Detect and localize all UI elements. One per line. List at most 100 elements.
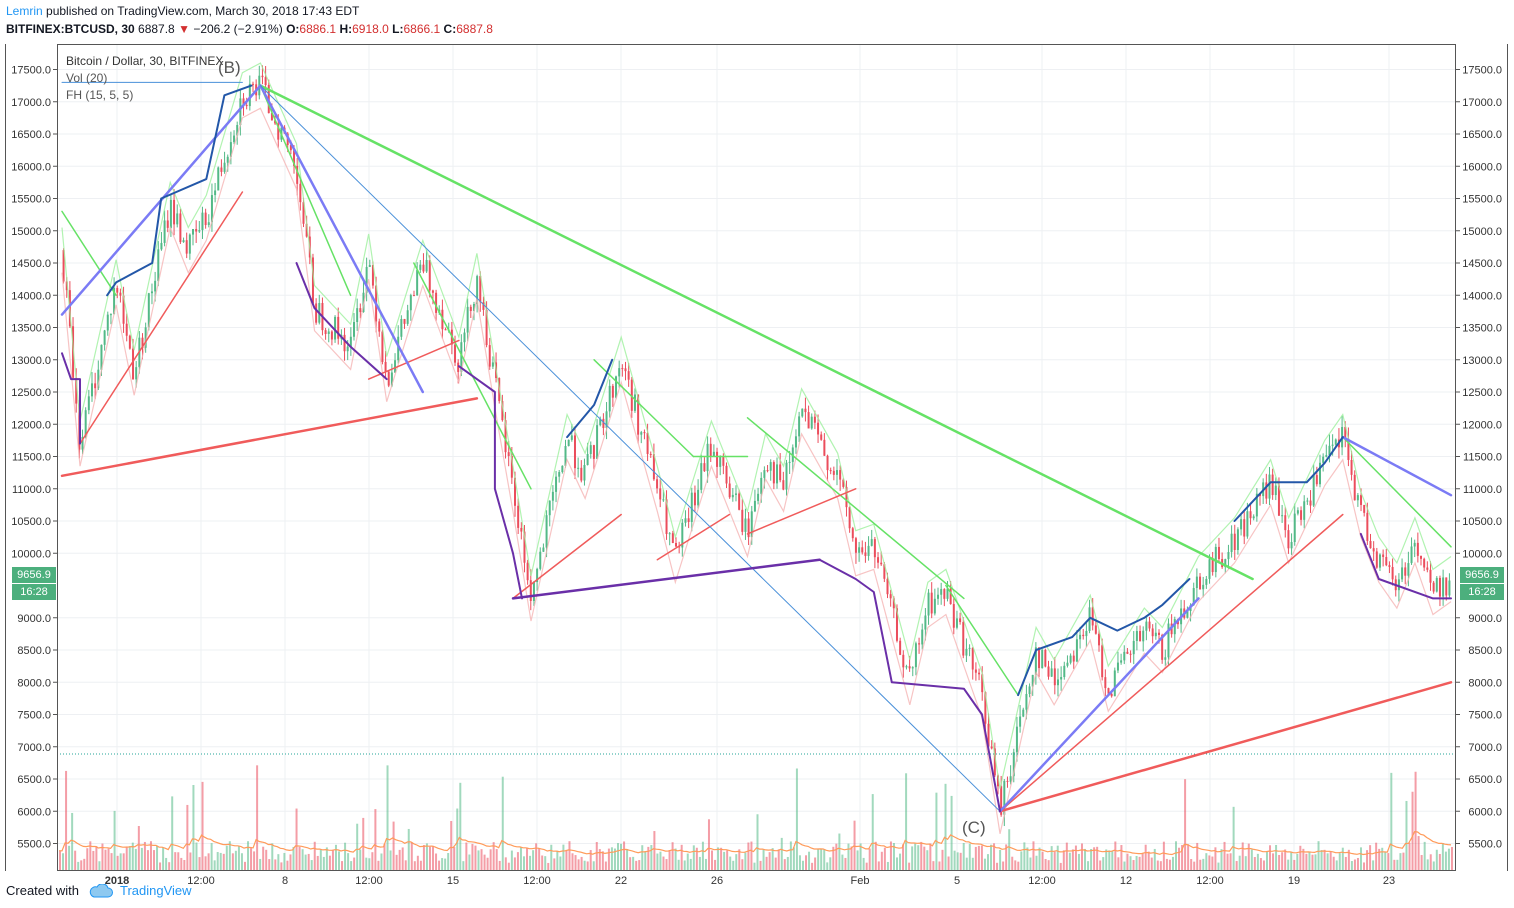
lower-envelope-line bbox=[61, 107, 1452, 834]
change-value: −206.2 (−2.91%) bbox=[193, 22, 283, 36]
candle-body bbox=[1287, 530, 1290, 549]
green-trendline bbox=[61, 210, 117, 297]
volume-bar bbox=[956, 852, 959, 871]
candle-body bbox=[1413, 542, 1416, 547]
volume-bar bbox=[756, 814, 759, 871]
candle-body bbox=[1224, 559, 1227, 568]
volume-bar bbox=[462, 861, 465, 871]
volume-bar bbox=[1181, 845, 1184, 871]
volume-bar bbox=[1344, 856, 1347, 871]
candle-body bbox=[1110, 693, 1113, 697]
volume-bar bbox=[753, 862, 756, 871]
candle-body bbox=[346, 346, 349, 352]
volume-bar bbox=[95, 845, 98, 871]
candle-body bbox=[444, 329, 447, 331]
volume-bar bbox=[304, 854, 307, 871]
candle-body bbox=[1132, 640, 1135, 655]
y-tick-label-right: 6000.0 bbox=[1468, 806, 1502, 818]
volume-bar bbox=[159, 862, 162, 871]
candle-body bbox=[1312, 475, 1315, 506]
volume-bar bbox=[1408, 842, 1411, 871]
candle-body bbox=[810, 416, 813, 429]
right-price-axis[interactable] bbox=[1456, 44, 1508, 871]
candle-body bbox=[324, 330, 327, 334]
volume-bar bbox=[620, 843, 623, 871]
candle-body bbox=[482, 302, 485, 310]
y-tick-label-left: 11000.0 bbox=[12, 484, 51, 496]
candle-body bbox=[596, 425, 599, 459]
volume-bar bbox=[149, 841, 152, 871]
volume-bar bbox=[671, 842, 674, 871]
volume-bar bbox=[1420, 855, 1423, 871]
volume-bar bbox=[519, 847, 522, 871]
y-tick-label-right: 6500.0 bbox=[1468, 774, 1502, 786]
low-label: L: bbox=[392, 22, 404, 36]
volume-bar bbox=[586, 861, 589, 871]
volume-bar bbox=[553, 858, 556, 871]
candle-body bbox=[937, 594, 940, 599]
volume-bar bbox=[204, 856, 207, 871]
candle-body bbox=[678, 546, 681, 548]
volume-bar bbox=[395, 854, 398, 871]
volume-bar bbox=[644, 851, 647, 871]
volume-bar bbox=[959, 852, 962, 871]
volume-bar bbox=[156, 845, 159, 871]
candle-body bbox=[949, 588, 952, 605]
left-price-axis[interactable] bbox=[5, 44, 57, 871]
volume-bar bbox=[495, 849, 498, 871]
candle-body bbox=[94, 383, 97, 389]
volume-bar bbox=[1335, 860, 1338, 871]
author-link[interactable]: Lemrin bbox=[6, 4, 43, 18]
candle-body bbox=[334, 316, 337, 340]
candle-body bbox=[163, 220, 166, 243]
volume-bar bbox=[1032, 841, 1035, 871]
candle-body bbox=[908, 666, 911, 669]
volume-bar bbox=[59, 850, 61, 871]
legend-volume[interactable]: Vol (20) bbox=[66, 71, 108, 85]
volume-bar bbox=[814, 857, 817, 871]
candle-body bbox=[460, 342, 463, 372]
candle-body bbox=[630, 379, 633, 411]
volume-bar bbox=[122, 853, 125, 871]
volume-bar bbox=[1199, 859, 1202, 871]
candle-body bbox=[665, 499, 668, 534]
candle-body bbox=[1281, 515, 1284, 517]
volume-bar bbox=[447, 853, 450, 871]
volume-bar bbox=[1208, 855, 1211, 871]
candle-body bbox=[706, 443, 709, 472]
volume-bar bbox=[1450, 846, 1453, 871]
candle-body bbox=[113, 287, 116, 315]
volume-bar bbox=[1080, 843, 1083, 871]
candle-body bbox=[779, 464, 782, 481]
tradingview-link[interactable]: TradingView bbox=[120, 883, 192, 898]
y-tick-label-right: 8000.0 bbox=[1468, 677, 1502, 689]
legend-fh-indicator[interactable]: FH (15, 5, 5) bbox=[66, 88, 134, 102]
wave-label-c: (C) bbox=[962, 818, 986, 837]
candle-body bbox=[1145, 621, 1148, 631]
volume-bar bbox=[1341, 847, 1344, 871]
volume-bar bbox=[1111, 850, 1114, 871]
candle-body bbox=[220, 167, 223, 172]
volume-bar bbox=[189, 852, 192, 871]
y-tick-label-right: 9000.0 bbox=[1468, 613, 1502, 625]
volume-bar bbox=[601, 851, 604, 871]
y-tick-label-left: 13500.0 bbox=[11, 323, 51, 335]
volume-bar bbox=[841, 854, 844, 871]
volume-bar bbox=[459, 782, 462, 871]
volume-ma-line bbox=[58, 830, 1452, 856]
candle-body bbox=[169, 199, 172, 228]
volume-bar bbox=[647, 846, 650, 871]
candle-body bbox=[1208, 559, 1211, 579]
volume-bar bbox=[908, 862, 911, 871]
candle-body bbox=[179, 213, 182, 243]
blue-trendline bbox=[259, 84, 425, 394]
volume-bar bbox=[143, 841, 146, 871]
volume-bar bbox=[325, 847, 328, 871]
volume-bar bbox=[950, 795, 953, 871]
x-tick-label: 12 bbox=[1120, 875, 1132, 887]
volume-bar bbox=[638, 860, 641, 871]
y-tick-label-left: 10500.0 bbox=[11, 516, 51, 528]
red-trendline bbox=[367, 339, 460, 380]
candle-body bbox=[1293, 513, 1296, 543]
